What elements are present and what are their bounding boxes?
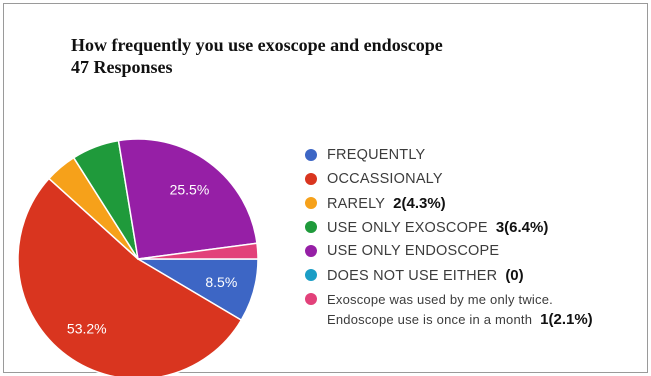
data-label-use-only-endoscope: 25.5%: [170, 182, 210, 198]
legend-label-occassionaly: OCCASSIONALY: [327, 171, 443, 187]
legend-swatch-use-only-endoscope: [305, 245, 317, 257]
legend-swatch-frequently: [305, 149, 317, 161]
legend-swatch-rarely: [305, 197, 317, 209]
legend-label-does-not-use-either: DOES NOT USE EITHER: [327, 268, 497, 284]
legend-swatch-occassionaly: [305, 173, 317, 185]
annotation-rarely: 2(4.3%): [393, 195, 446, 212]
annotation-does-not-use-either: (0): [505, 267, 523, 284]
annotation-use-only-exoscope: 3(6.4%): [496, 219, 549, 236]
legend-swatch-use-only-exoscope: [305, 221, 317, 233]
legend-swatch-does-not-use-either: [305, 269, 317, 281]
legend-label-use-only-endoscope: USE ONLY ENDOSCOPE: [327, 243, 499, 259]
annotation-exoscope-used-twice: 1(2.1%): [540, 311, 593, 328]
legend-label-rarely: RARELY: [327, 196, 385, 212]
pie-slice-use-only-endoscope[interactable]: [118, 139, 256, 259]
legend-label-exoscope-used-twice-line-2: Endoscope use is once in a month: [327, 312, 532, 327]
legend-swatch-exoscope-used-twice: [305, 293, 317, 305]
data-label-occassionaly: 53.2%: [67, 321, 107, 337]
data-label-frequently: 8.5%: [205, 274, 237, 290]
legend-label-use-only-exoscope: USE ONLY EXOSCOPE: [327, 220, 488, 236]
legend-label-frequently: FREQUENTLY: [327, 147, 425, 163]
legend-label-exoscope-used-twice-line-1: Exoscope was used by me only twice.: [327, 290, 593, 310]
